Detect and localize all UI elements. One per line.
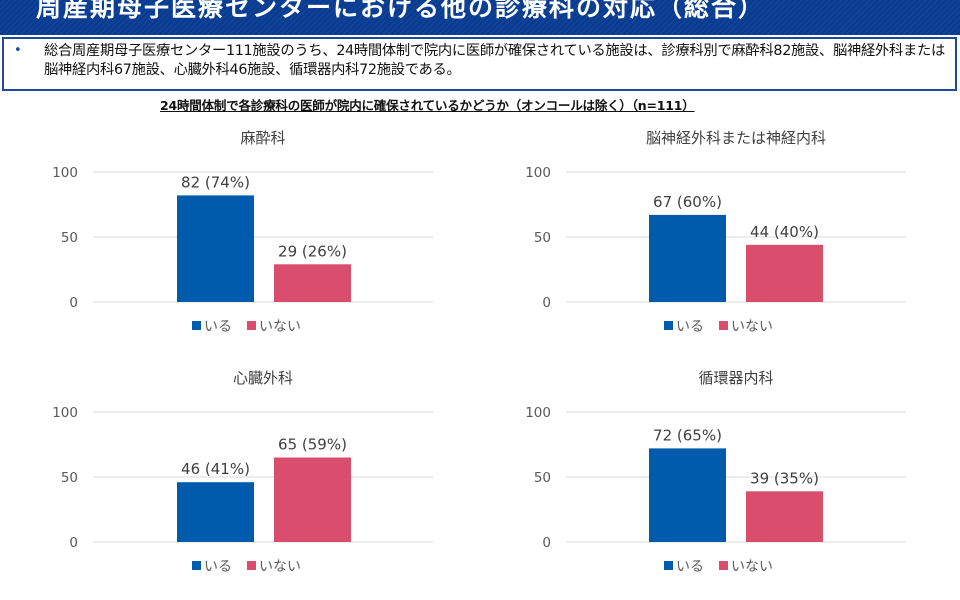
- legend-label: いる: [204, 319, 232, 335]
- legend-swatch: [192, 561, 201, 570]
- y-tick-label: 0: [69, 295, 78, 311]
- y-tick-label: 100: [525, 405, 551, 421]
- slide-title: 周産期母子医療センターにおける他の診療科の対応（総合）: [36, 0, 766, 22]
- y-tick-label: 0: [69, 535, 78, 551]
- bullet-icon: •: [14, 43, 22, 58]
- data-label: 29 (26%): [278, 242, 347, 260]
- chart-title: 麻酔科: [240, 129, 285, 147]
- data-label: 82 (74%): [181, 173, 250, 191]
- chart-title: 循環器内科: [698, 369, 773, 387]
- y-tick-label: 50: [534, 470, 551, 486]
- data-label: 46 (41%): [181, 460, 250, 478]
- charts-heading: 24時間体制で各診療科の医師が院内に確保されているかどうか（オンコールは除く）（…: [160, 98, 695, 113]
- legend-swatch: [719, 321, 728, 330]
- bar-chart-3: 循環器内科 0 50 100 72 (65%) 39 (35%) いる いない: [525, 369, 906, 575]
- legend-swatch: [719, 561, 728, 570]
- data-label: 44 (40%): [750, 223, 819, 241]
- legend-label: いない: [731, 559, 773, 575]
- y-tick-label: 0: [542, 295, 551, 311]
- legend-label: いない: [259, 319, 301, 335]
- bar-chart-2: 心臓外科 0 50 100 46 (41%) 65 (59%) いる いない: [52, 369, 433, 575]
- legend-label: いない: [259, 559, 301, 575]
- legend-swatch: [664, 321, 673, 330]
- legend-swatch: [247, 321, 256, 330]
- data-label: 39 (35%): [750, 469, 819, 487]
- y-tick-label: 50: [61, 230, 78, 246]
- bar-iru: [649, 214, 726, 302]
- bar-inai: [746, 244, 823, 302]
- y-tick-label: 100: [525, 165, 551, 181]
- legend-label: いる: [204, 559, 232, 575]
- bar-chart-1: 脳神経外科または神経内科 0 50 100 67 (60%) 44 (40%) いる いない: [525, 129, 906, 335]
- y-tick-label: 0: [542, 535, 551, 551]
- legend-swatch: [664, 561, 673, 570]
- bar-iru: [177, 482, 254, 542]
- legend-label: いない: [731, 319, 773, 335]
- y-tick-label: 100: [52, 405, 78, 421]
- slide-header: 周産期母子医療センターにおける他の診療科の対応（総合）: [0, 0, 960, 35]
- bar-iru: [177, 195, 254, 302]
- y-tick-label: 50: [534, 230, 551, 246]
- bar-chart-0: 麻酔科 0 50 100 82 (74%) 29 (26%) いる いない: [52, 129, 433, 335]
- bar-iru: [649, 448, 726, 542]
- summary-box: • 総合周産期母子医療センター111施設のうち、24時間体制で院内に医師が確保さ…: [2, 37, 957, 91]
- legend-swatch: [247, 561, 256, 570]
- chart-title: 脳神経外科または神経内科: [646, 129, 826, 147]
- bar-inai: [746, 491, 823, 542]
- legend-label: いる: [676, 319, 704, 335]
- data-label: 72 (65%): [653, 426, 722, 444]
- summary-text: 総合周産期母子医療センター111施設のうち、24時間体制で院内に医師が確保されて…: [44, 43, 945, 78]
- chart-title: 心臓外科: [233, 369, 293, 387]
- bar-inai: [274, 264, 351, 302]
- legend-label: いる: [676, 559, 704, 575]
- y-tick-label: 100: [52, 165, 78, 181]
- data-label: 67 (60%): [653, 193, 722, 211]
- legend-swatch: [192, 321, 201, 330]
- y-tick-label: 50: [61, 470, 78, 486]
- bar-inai: [274, 457, 351, 542]
- data-label: 65 (59%): [278, 436, 347, 454]
